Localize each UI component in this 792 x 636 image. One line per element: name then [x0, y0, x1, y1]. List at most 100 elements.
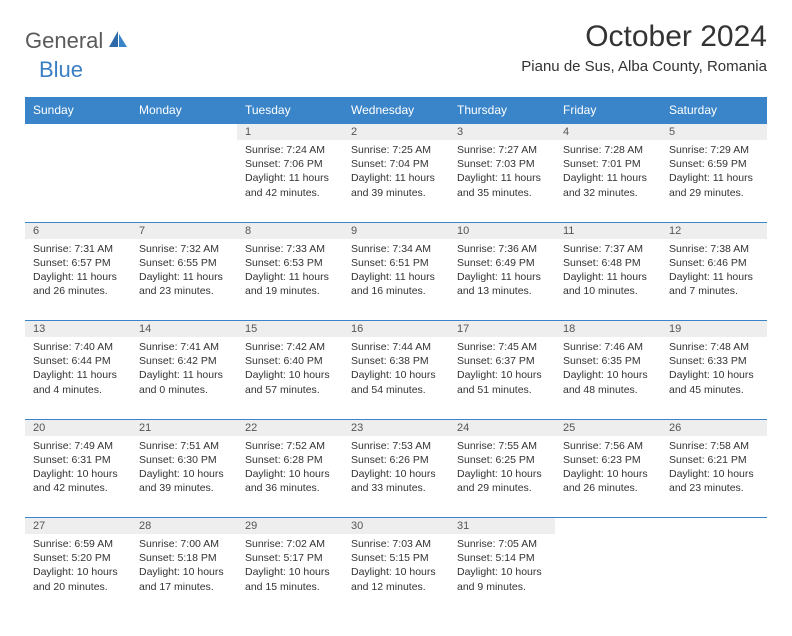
day-content-cell: Sunrise: 7:55 AMSunset: 6:25 PMDaylight:…: [449, 436, 555, 518]
day-number-cell: 3: [449, 124, 555, 141]
sunrise-text: Sunrise: 7:02 AM: [245, 537, 335, 551]
sunrise-text: Sunrise: 7:24 AM: [245, 143, 335, 157]
day-number-cell: 14: [131, 321, 237, 338]
sunset-text: Sunset: 6:46 PM: [669, 256, 759, 270]
day-number-cell: 15: [237, 321, 343, 338]
sunset-text: Sunset: 6:53 PM: [245, 256, 335, 270]
day-number-cell: 31: [449, 518, 555, 535]
day-number-cell: 5: [661, 124, 767, 141]
daylight-text: Daylight: 11 hours and 16 minutes.: [351, 270, 441, 298]
day-content-cell: Sunrise: 7:40 AMSunset: 6:44 PMDaylight:…: [25, 337, 131, 419]
daylight-text: Daylight: 11 hours and 0 minutes.: [139, 368, 229, 396]
daylight-text: Daylight: 10 hours and 45 minutes.: [669, 368, 759, 396]
day-number-cell: 27: [25, 518, 131, 535]
day-content-cell: Sunrise: 7:31 AMSunset: 6:57 PMDaylight:…: [25, 239, 131, 321]
day-content-cell: Sunrise: 7:33 AMSunset: 6:53 PMDaylight:…: [237, 239, 343, 321]
sunrise-text: Sunrise: 7:28 AM: [563, 143, 653, 157]
content-row: Sunrise: 7:40 AMSunset: 6:44 PMDaylight:…: [25, 337, 767, 419]
sunset-text: Sunset: 6:21 PM: [669, 453, 759, 467]
day-content-cell: Sunrise: 7:32 AMSunset: 6:55 PMDaylight:…: [131, 239, 237, 321]
day-content-cell: Sunrise: 7:05 AMSunset: 5:14 PMDaylight:…: [449, 534, 555, 616]
day-content-cell: Sunrise: 6:59 AMSunset: 5:20 PMDaylight:…: [25, 534, 131, 616]
sunset-text: Sunset: 7:03 PM: [457, 157, 547, 171]
sail-icon: [107, 29, 129, 54]
weekday-header: Tuesday: [237, 97, 343, 124]
day-number-cell: 9: [343, 222, 449, 239]
sunset-text: Sunset: 6:59 PM: [669, 157, 759, 171]
day-content-cell: Sunrise: 7:27 AMSunset: 7:03 PMDaylight:…: [449, 140, 555, 222]
daylight-text: Daylight: 10 hours and 20 minutes.: [33, 565, 123, 593]
daynum-row: 20212223242526: [25, 419, 767, 436]
day-content-cell: Sunrise: 7:52 AMSunset: 6:28 PMDaylight:…: [237, 436, 343, 518]
day-content-cell: Sunrise: 7:28 AMSunset: 7:01 PMDaylight:…: [555, 140, 661, 222]
sunset-text: Sunset: 6:42 PM: [139, 354, 229, 368]
daylight-text: Daylight: 11 hours and 23 minutes.: [139, 270, 229, 298]
sunset-text: Sunset: 6:33 PM: [669, 354, 759, 368]
sunrise-text: Sunrise: 7:40 AM: [33, 340, 123, 354]
sunset-text: Sunset: 6:26 PM: [351, 453, 441, 467]
sunset-text: Sunset: 5:20 PM: [33, 551, 123, 565]
day-content-cell: Sunrise: 7:45 AMSunset: 6:37 PMDaylight:…: [449, 337, 555, 419]
day-number-cell: 18: [555, 321, 661, 338]
sunset-text: Sunset: 6:28 PM: [245, 453, 335, 467]
sunset-text: Sunset: 6:37 PM: [457, 354, 547, 368]
sunset-text: Sunset: 5:15 PM: [351, 551, 441, 565]
sunset-text: Sunset: 6:57 PM: [33, 256, 123, 270]
sunrise-text: Sunrise: 7:52 AM: [245, 439, 335, 453]
sunrise-text: Sunrise: 7:51 AM: [139, 439, 229, 453]
sunrise-text: Sunrise: 7:49 AM: [33, 439, 123, 453]
logo-text-general: General: [25, 28, 103, 54]
daylight-text: Daylight: 11 hours and 7 minutes.: [669, 270, 759, 298]
day-content-cell: Sunrise: 7:00 AMSunset: 5:18 PMDaylight:…: [131, 534, 237, 616]
day-content-cell: Sunrise: 7:24 AMSunset: 7:06 PMDaylight:…: [237, 140, 343, 222]
day-content-cell: [25, 140, 131, 222]
day-number-cell: 4: [555, 124, 661, 141]
sunset-text: Sunset: 7:01 PM: [563, 157, 653, 171]
sunrise-text: Sunrise: 7:42 AM: [245, 340, 335, 354]
day-number-cell: 21: [131, 419, 237, 436]
daylight-text: Daylight: 11 hours and 32 minutes.: [563, 171, 653, 199]
day-number-cell: [555, 518, 661, 535]
sunrise-text: Sunrise: 7:03 AM: [351, 537, 441, 551]
sunset-text: Sunset: 6:23 PM: [563, 453, 653, 467]
sunset-text: Sunset: 6:30 PM: [139, 453, 229, 467]
content-row: Sunrise: 7:24 AMSunset: 7:06 PMDaylight:…: [25, 140, 767, 222]
day-number-cell: 6: [25, 222, 131, 239]
day-number-cell: [131, 124, 237, 141]
sunrise-text: Sunrise: 7:37 AM: [563, 242, 653, 256]
day-number-cell: 11: [555, 222, 661, 239]
daylight-text: Daylight: 11 hours and 35 minutes.: [457, 171, 547, 199]
sunrise-text: Sunrise: 7:25 AM: [351, 143, 441, 157]
day-number-cell: 19: [661, 321, 767, 338]
day-number-cell: [25, 124, 131, 141]
day-number-cell: 29: [237, 518, 343, 535]
daynum-row: 12345: [25, 124, 767, 141]
weekday-header: Wednesday: [343, 97, 449, 124]
day-number-cell: 30: [343, 518, 449, 535]
day-content-cell: Sunrise: 7:48 AMSunset: 6:33 PMDaylight:…: [661, 337, 767, 419]
day-content-cell: Sunrise: 7:36 AMSunset: 6:49 PMDaylight:…: [449, 239, 555, 321]
day-content-cell: [661, 534, 767, 616]
day-content-cell: Sunrise: 7:51 AMSunset: 6:30 PMDaylight:…: [131, 436, 237, 518]
day-number-cell: 26: [661, 419, 767, 436]
content-row: Sunrise: 6:59 AMSunset: 5:20 PMDaylight:…: [25, 534, 767, 616]
page-title: October 2024: [521, 20, 767, 54]
day-content-cell: Sunrise: 7:02 AMSunset: 5:17 PMDaylight:…: [237, 534, 343, 616]
day-content-cell: Sunrise: 7:56 AMSunset: 6:23 PMDaylight:…: [555, 436, 661, 518]
sunrise-text: Sunrise: 7:05 AM: [457, 537, 547, 551]
daylight-text: Daylight: 10 hours and 42 minutes.: [33, 467, 123, 495]
sunrise-text: Sunrise: 6:59 AM: [33, 537, 123, 551]
sunset-text: Sunset: 6:31 PM: [33, 453, 123, 467]
sunrise-text: Sunrise: 7:29 AM: [669, 143, 759, 157]
sunset-text: Sunset: 6:38 PM: [351, 354, 441, 368]
sunset-text: Sunset: 5:17 PM: [245, 551, 335, 565]
day-number-cell: 8: [237, 222, 343, 239]
day-number-cell: 17: [449, 321, 555, 338]
content-row: Sunrise: 7:31 AMSunset: 6:57 PMDaylight:…: [25, 239, 767, 321]
daylight-text: Daylight: 10 hours and 15 minutes.: [245, 565, 335, 593]
sunrise-text: Sunrise: 7:46 AM: [563, 340, 653, 354]
day-number-cell: 24: [449, 419, 555, 436]
day-content-cell: [555, 534, 661, 616]
sunrise-text: Sunrise: 7:36 AM: [457, 242, 547, 256]
day-number-cell: 2: [343, 124, 449, 141]
